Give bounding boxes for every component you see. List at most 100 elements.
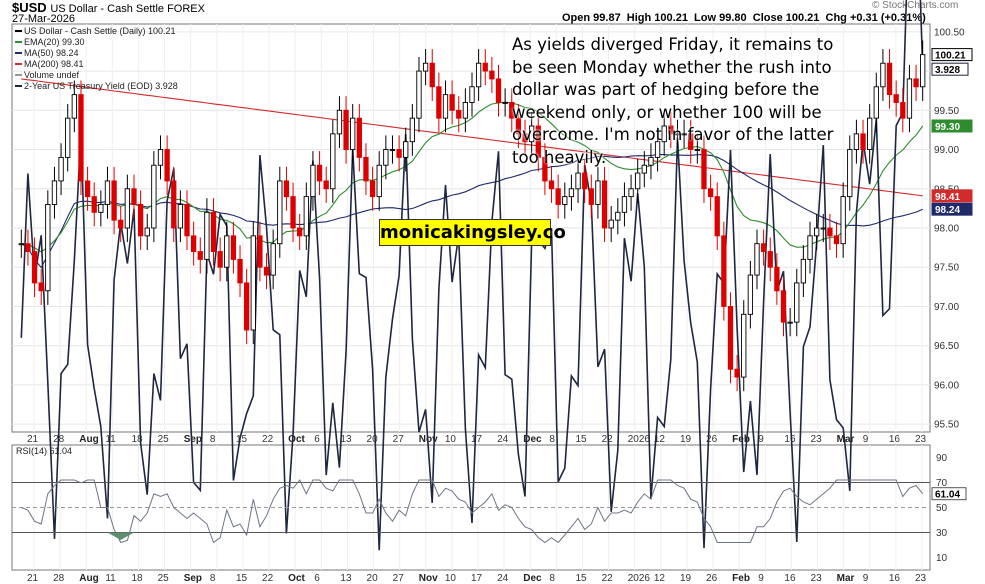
- candle-body: [674, 133, 681, 136]
- x-axis-tick-label: 15: [575, 434, 587, 445]
- candle-body: [210, 211, 217, 252]
- x-axis-tick-label: 19: [680, 434, 692, 445]
- x-axis-tick-label: 8: [210, 434, 216, 445]
- candle-body: [58, 156, 64, 182]
- x-axis-tick-label: Oct: [288, 434, 305, 445]
- price-axis-tick-label: 97.00: [934, 302, 959, 313]
- last-value-label: 100.21: [935, 51, 966, 62]
- candle-body: [721, 235, 727, 307]
- candle-body: [767, 251, 773, 268]
- x-axis-tick-label: 25: [158, 434, 170, 445]
- price-axis-tick-label: 96.50: [934, 341, 959, 352]
- x-axis-tick-label: 10: [445, 434, 457, 445]
- candle-body: [475, 62, 482, 88]
- candle-body: [250, 235, 256, 331]
- rsi-x-axis-tick-label: 16: [889, 573, 901, 584]
- last-value-label: 98.41: [935, 192, 960, 203]
- rsi-x-axis-tick-label: Oct: [288, 573, 305, 584]
- candle-body: [18, 243, 24, 246]
- candle-body: [124, 188, 131, 229]
- candle-body: [906, 78, 913, 119]
- candle-body: [151, 164, 157, 229]
- candle-body: [880, 62, 886, 88]
- last-value-label: 99.30: [935, 122, 960, 133]
- candle-body: [270, 243, 276, 276]
- candle-body: [853, 133, 860, 150]
- candle-body: [190, 235, 197, 252]
- candle-body: [515, 117, 522, 135]
- rsi-x-axis-tick-label: 16: [784, 573, 796, 584]
- candle-body: [780, 290, 787, 323]
- candle-body: [548, 180, 555, 190]
- candle-body: [528, 125, 535, 143]
- legend-entry: MA(50) 98.24: [24, 48, 79, 58]
- candle-body: [482, 62, 488, 72]
- yield-last-label: 3.928: [935, 65, 960, 76]
- candle-body: [164, 149, 170, 182]
- symbol-title: $USD US Dollar - Cash Settle FOREX: [12, 0, 205, 15]
- candle-body: [694, 149, 700, 151]
- candle-body: [734, 368, 740, 378]
- candle-body: [860, 133, 866, 150]
- candle-body: [316, 164, 323, 182]
- rsi-x-axis-tick-label: 8: [210, 573, 216, 584]
- price-axis-tick-label: 99.50: [934, 106, 959, 117]
- price-axis-tick-label: 100.50: [934, 27, 965, 38]
- rsi-x-axis-tick-label: 20: [367, 573, 379, 584]
- rsi-x-axis-tick-label: Nov: [419, 573, 438, 584]
- candle-body: [436, 86, 442, 119]
- legend-entry: US Dollar - Cash Settle (Daily) 100.21: [24, 26, 176, 36]
- candle-body: [25, 243, 31, 252]
- rsi-x-axis-tick-label: Mar: [837, 573, 855, 584]
- legend-entry: 2-Year US Treasury Yield (EOD) 3.928: [24, 81, 178, 91]
- candle-body: [323, 180, 329, 190]
- chart-date: 27-Mar-2026: [12, 13, 75, 25]
- candle-body: [38, 282, 44, 292]
- rsi-last-tag: [931, 487, 967, 501]
- candle-body: [774, 266, 780, 292]
- candle-body: [217, 251, 223, 268]
- x-axis-tick-label: 22: [262, 434, 274, 445]
- rsi-axis-tick-label: 30: [936, 528, 948, 539]
- candle-body: [701, 149, 707, 190]
- candle-body: [648, 156, 654, 166]
- price-axis-tick-label: 96.00: [934, 380, 959, 391]
- rsi-x-axis-tick-label: 17: [471, 573, 483, 584]
- ma200-line: [21, 78, 923, 197]
- rsi-line: [21, 479, 924, 544]
- rsi-axis-tick-label: 90: [936, 453, 948, 464]
- rsi-x-axis-tick-label: 21: [27, 573, 39, 584]
- candle-body: [283, 180, 290, 198]
- candle-body: [641, 164, 647, 174]
- legend-entry: Volume undef: [24, 70, 80, 80]
- candle-body: [462, 102, 469, 119]
- candle-body: [263, 266, 270, 276]
- candle-body: [237, 258, 243, 284]
- candle-body: [847, 149, 853, 198]
- candle-body: [416, 70, 422, 119]
- x-axis-tick-label: 8: [549, 434, 555, 445]
- candle-body: [383, 149, 389, 166]
- last-value-tag: [931, 189, 973, 203]
- rsi-x-axis-tick-label: 28: [53, 573, 65, 584]
- x-axis-tick-label: 2026: [628, 434, 651, 445]
- candle-body: [376, 164, 382, 198]
- candle-body: [575, 172, 581, 190]
- candle-body: [502, 102, 508, 104]
- candle-body: [98, 204, 104, 213]
- rsi-x-axis-tick-label: 6: [314, 573, 320, 584]
- rsi-x-axis-tick-label: Feb: [732, 573, 750, 584]
- symbol-name: US Dollar - Cash Settle FOREX: [50, 3, 205, 15]
- candle-body: [356, 117, 362, 158]
- candle-body: [833, 235, 840, 245]
- candle-body: [442, 94, 449, 119]
- x-axis-tick-label: 13: [340, 434, 352, 445]
- candle-body: [429, 62, 435, 88]
- yield-last-tag: [931, 62, 969, 76]
- candle-body: [144, 227, 150, 237]
- candle-body: [555, 188, 561, 205]
- rsi-x-axis-tick-label: 15: [575, 573, 587, 584]
- x-axis-tick-label: 27: [393, 434, 405, 445]
- candle-body: [197, 251, 203, 260]
- rsi-x-axis-tick-label: 23: [915, 573, 927, 584]
